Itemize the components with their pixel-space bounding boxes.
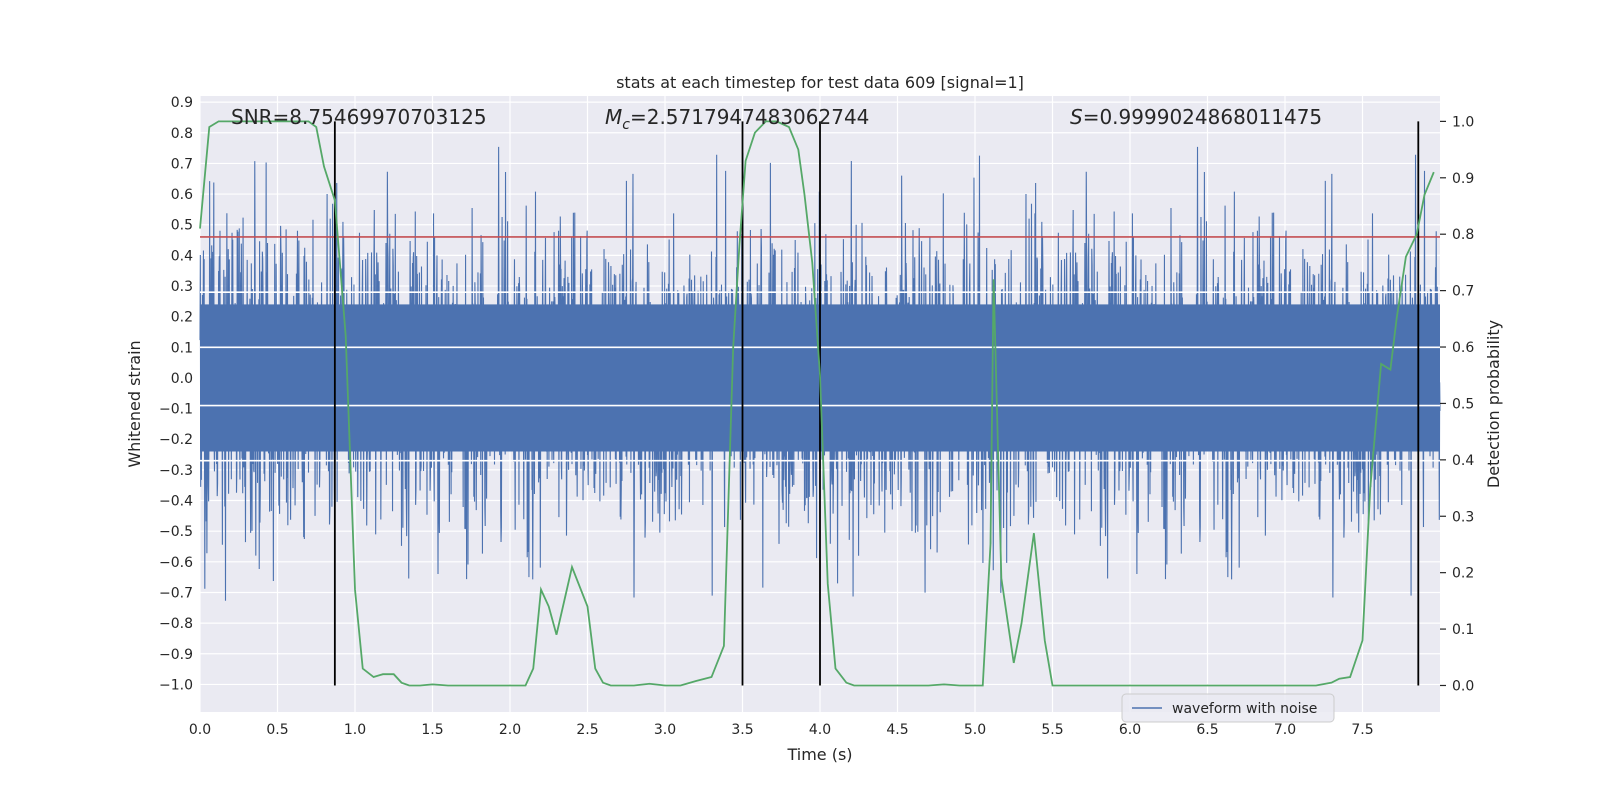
- y2-tick-label-5: 0.5: [1452, 396, 1474, 412]
- chirp-mass-symbol: M: [605, 105, 622, 129]
- score-symbol: S: [1070, 105, 1083, 129]
- chirp-mass-subscript: c: [622, 117, 630, 133]
- y2-tick-label-0: 1.0: [1452, 114, 1474, 130]
- y-tick-label-16: −0.7: [159, 585, 193, 601]
- x-tick-label-15: 7.5: [1351, 722, 1373, 738]
- score-annotation: S=0.9999024868011475: [1070, 105, 1322, 129]
- y2-tick-label-8: 0.2: [1452, 566, 1474, 582]
- y-tick-label-10: −0.1: [159, 402, 193, 418]
- x-tick-label-9: 4.5: [886, 722, 908, 738]
- x-axis-label: Time (s): [786, 745, 852, 764]
- chart-title: stats at each timestep for test data 609…: [616, 73, 1024, 92]
- y2-tick-label-6: 0.4: [1452, 453, 1474, 469]
- chirp-mass-value: =2.5717947483062744: [630, 105, 869, 129]
- x-tick-label-12: 6.0: [1119, 722, 1141, 738]
- y-tick-label-13: −0.4: [159, 494, 193, 510]
- y-tick-label-1: 0.8: [171, 126, 193, 142]
- y-tick-label-15: −0.6: [159, 555, 193, 571]
- y2-tick-label-2: 0.8: [1452, 227, 1474, 243]
- y2-tick-label-3: 0.7: [1452, 284, 1474, 300]
- x-tick-label-11: 5.5: [1041, 722, 1063, 738]
- y-tick-label-0: 0.9: [171, 95, 193, 111]
- x-tick-label-7: 3.5: [731, 722, 753, 738]
- y2-tick-label-4: 0.6: [1452, 340, 1474, 356]
- y2-tick-label-10: 0.0: [1452, 678, 1474, 694]
- x-tick-label-6: 3.0: [654, 722, 676, 738]
- y-tick-label-5: 0.4: [171, 248, 193, 264]
- chirp-mass-annotation: Mc=2.5717947483062744: [605, 105, 869, 133]
- snr-annotation: SNR=8.75469970703125: [231, 105, 487, 129]
- y-axis-label: Whitened strain: [125, 340, 144, 467]
- x-tick-label-5: 2.5: [576, 722, 598, 738]
- y-tick-label-2: 0.7: [171, 156, 193, 172]
- overlay-lines: [200, 121, 1440, 686]
- y-tick-label-12: −0.3: [159, 463, 193, 479]
- legend-label-waveform: waveform with noise: [1172, 701, 1317, 717]
- y2-ticks: 1.0 0.9 0.8 0.7 0.6 0.5 0.4 0.3 0.2 0.1 0.0: [1440, 114, 1474, 694]
- score-value: =0.9999024868011475: [1083, 105, 1322, 129]
- y-tick-label-7: 0.2: [171, 310, 193, 326]
- y-tick-label-6: 0.3: [171, 279, 193, 295]
- y-ticks: 0.9 0.8 0.7 0.6 0.5 0.4 0.3 0.2 0.1 0.0 −0.1 −0.2 −0…: [159, 95, 193, 693]
- x-tick-label-8: 4.0: [809, 722, 831, 738]
- x-tick-label-1: 0.5: [266, 722, 288, 738]
- x-tick-label-4: 2.0: [499, 722, 521, 738]
- y-tick-label-18: −0.9: [159, 647, 193, 663]
- y-tick-label-19: −1.0: [159, 677, 193, 693]
- y2-axis-label: Detection probability: [1484, 320, 1503, 488]
- x-tick-label-14: 7.0: [1274, 722, 1296, 738]
- y-tick-label-3: 0.6: [171, 187, 193, 203]
- series-detection-probability: [199, 120, 1435, 687]
- x-tick-label-0: 0.0: [189, 722, 211, 738]
- y2-tick-label-9: 0.1: [1452, 622, 1474, 638]
- x-tick-label-2: 1.0: [344, 722, 366, 738]
- x-tick-label-13: 6.5: [1196, 722, 1218, 738]
- x-ticks: 0.0 0.5 1.0 1.5 2.0 2.5 3.0 3.5 4.0 4.5 5.0 5.5 6.0 6…: [189, 722, 1374, 738]
- legend-box: [1121, 693, 1335, 723]
- y-tick-label-17: −0.8: [159, 616, 193, 632]
- y-tick-label-9: 0.0: [171, 371, 193, 387]
- y2-tick-label-1: 0.9: [1452, 171, 1474, 187]
- detection-probability-line: [199, 120, 1435, 687]
- y-tick-label-8: 0.1: [171, 340, 193, 356]
- y-tick-label-14: −0.5: [159, 524, 193, 540]
- y2-tick-label-7: 0.3: [1452, 509, 1474, 525]
- y-tick-label-4: 0.5: [171, 218, 193, 234]
- x-tick-label-10: 5.0: [964, 722, 986, 738]
- x-tick-label-3: 1.5: [421, 722, 443, 738]
- legend: waveform with noise: [1121, 693, 1335, 723]
- y-tick-label-11: −0.2: [159, 432, 193, 448]
